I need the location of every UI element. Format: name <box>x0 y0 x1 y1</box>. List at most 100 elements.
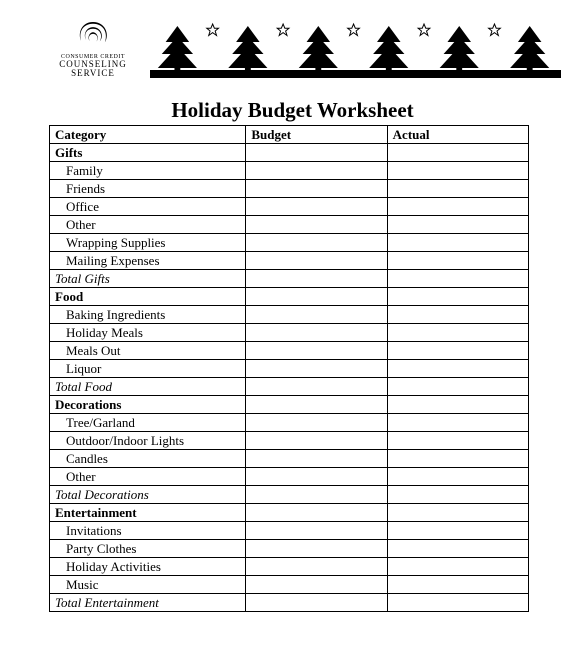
actual-cell <box>387 522 528 540</box>
budget-cell <box>246 486 387 504</box>
col-header-actual: Actual <box>387 126 528 144</box>
budget-cell <box>246 342 387 360</box>
actual-cell <box>387 558 528 576</box>
total-label: Total Gifts <box>50 270 246 288</box>
budget-cell <box>246 306 387 324</box>
item-name: Office <box>50 198 246 216</box>
item-name: Other <box>50 216 246 234</box>
budget-cell <box>246 144 387 162</box>
budget-cell <box>246 378 387 396</box>
item-row: Office <box>50 198 529 216</box>
total-row: Total Food <box>50 378 529 396</box>
budget-cell <box>246 594 387 612</box>
section-row: Decorations <box>50 396 529 414</box>
swirl-icon <box>76 22 110 52</box>
budget-cell <box>246 522 387 540</box>
item-name: Candles <box>50 450 246 468</box>
total-row: Total Gifts <box>50 270 529 288</box>
actual-cell <box>387 486 528 504</box>
total-row: Total Decorations <box>50 486 529 504</box>
actual-cell <box>387 504 528 522</box>
item-row: Other <box>50 216 529 234</box>
total-row: Total Entertainment <box>50 594 529 612</box>
budget-cell <box>246 468 387 486</box>
item-name: Holiday Meals <box>50 324 246 342</box>
item-row: Baking Ingredients <box>50 306 529 324</box>
brand-logo: CONSUMER CREDIT COUNSELING SERVICE <box>38 22 148 78</box>
item-name: Baking Ingredients <box>50 306 246 324</box>
actual-cell <box>387 288 528 306</box>
table-container: Category Budget Actual GiftsFamilyFriend… <box>0 125 585 612</box>
item-name: Tree/Garland <box>50 414 246 432</box>
item-name: Liquor <box>50 360 246 378</box>
section-name: Food <box>50 288 246 306</box>
actual-cell <box>387 540 528 558</box>
item-row: Meals Out <box>50 342 529 360</box>
item-row: Mailing Expenses <box>50 252 529 270</box>
budget-cell <box>246 450 387 468</box>
budget-cell <box>246 360 387 378</box>
item-name: Friends <box>50 180 246 198</box>
item-name: Invitations <box>50 522 246 540</box>
item-row: Outdoor/Indoor Lights <box>50 432 529 450</box>
actual-cell <box>387 378 528 396</box>
actual-cell <box>387 576 528 594</box>
total-label: Total Decorations <box>50 486 246 504</box>
item-row: Holiday Meals <box>50 324 529 342</box>
total-label: Total Entertainment <box>50 594 246 612</box>
budget-cell <box>246 270 387 288</box>
item-row: Music <box>50 576 529 594</box>
item-name: Family <box>50 162 246 180</box>
actual-cell <box>387 270 528 288</box>
budget-cell <box>246 324 387 342</box>
item-name: Outdoor/Indoor Lights <box>50 432 246 450</box>
budget-cell <box>246 162 387 180</box>
budget-cell <box>246 504 387 522</box>
budget-cell <box>246 180 387 198</box>
actual-cell <box>387 180 528 198</box>
total-label: Total Food <box>50 378 246 396</box>
tree-border <box>150 20 561 78</box>
item-row: Invitations <box>50 522 529 540</box>
budget-cell <box>246 540 387 558</box>
header-area: CONSUMER CREDIT COUNSELING SERVICE <box>0 0 585 96</box>
section-name: Gifts <box>50 144 246 162</box>
section-name: Entertainment <box>50 504 246 522</box>
item-name: Mailing Expenses <box>50 252 246 270</box>
col-header-category: Category <box>50 126 246 144</box>
item-row: Candles <box>50 450 529 468</box>
actual-cell <box>387 468 528 486</box>
actual-cell <box>387 198 528 216</box>
actual-cell <box>387 594 528 612</box>
budget-cell <box>246 432 387 450</box>
worksheet-title: Holiday Budget Worksheet <box>0 98 585 123</box>
actual-cell <box>387 216 528 234</box>
item-name: Party Clothes <box>50 540 246 558</box>
item-row: Other <box>50 468 529 486</box>
budget-cell <box>246 414 387 432</box>
item-name: Other <box>50 468 246 486</box>
budget-cell <box>246 396 387 414</box>
budget-table: Category Budget Actual GiftsFamilyFriend… <box>49 125 529 612</box>
table-header-row: Category Budget Actual <box>50 126 529 144</box>
section-row: Food <box>50 288 529 306</box>
item-name: Holiday Activities <box>50 558 246 576</box>
item-row: Holiday Activities <box>50 558 529 576</box>
item-row: Friends <box>50 180 529 198</box>
actual-cell <box>387 360 528 378</box>
section-name: Decorations <box>50 396 246 414</box>
actual-cell <box>387 396 528 414</box>
actual-cell <box>387 252 528 270</box>
item-row: Party Clothes <box>50 540 529 558</box>
item-name: Meals Out <box>50 342 246 360</box>
actual-cell <box>387 324 528 342</box>
item-row: Wrapping Supplies <box>50 234 529 252</box>
table-body: GiftsFamilyFriendsOfficeOtherWrapping Su… <box>50 144 529 612</box>
actual-cell <box>387 234 528 252</box>
budget-cell <box>246 234 387 252</box>
actual-cell <box>387 162 528 180</box>
actual-cell <box>387 432 528 450</box>
item-name: Music <box>50 576 246 594</box>
actual-cell <box>387 342 528 360</box>
item-name: Wrapping Supplies <box>50 234 246 252</box>
